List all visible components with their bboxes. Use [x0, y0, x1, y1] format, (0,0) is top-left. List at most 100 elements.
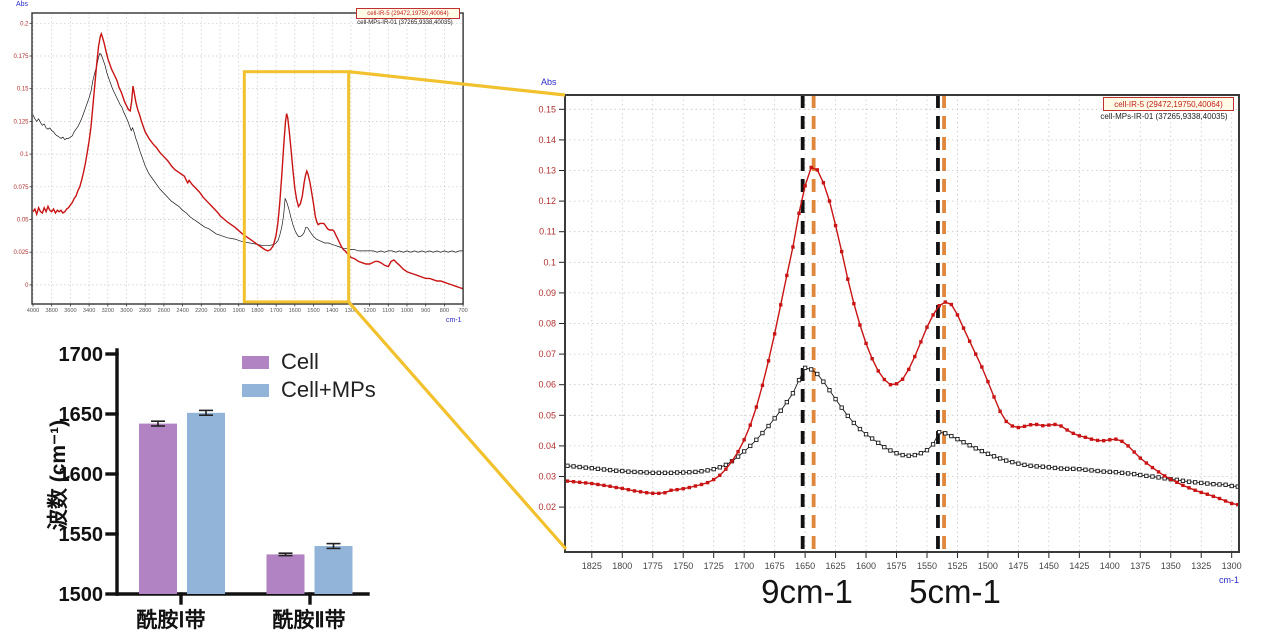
svg-text:0.15: 0.15 — [17, 87, 29, 93]
svg-text:1700: 1700 — [270, 308, 282, 314]
mps-spectrum-curve-full — [32, 52, 464, 253]
svg-text:0.1: 0.1 — [20, 152, 29, 158]
category-label-amide2: 酰胺Ⅱ带 — [272, 609, 346, 632]
svg-text:3600: 3600 — [64, 308, 76, 314]
svg-text:900: 900 — [421, 308, 430, 314]
svg-text:4000: 4000 — [27, 308, 39, 314]
left-legend-cell-entry: cell-IR-5 (29472,19750,40064) — [356, 8, 460, 19]
svg-text:0.11: 0.11 — [539, 227, 556, 237]
svg-text:2000: 2000 — [214, 308, 226, 314]
error-bar — [326, 542, 341, 550]
svg-text:1325: 1325 — [1191, 561, 1211, 571]
svg-text:1650: 1650 — [795, 561, 815, 571]
svg-text:0.14: 0.14 — [538, 135, 556, 145]
zoomed-spectrum-plot: 1825 1800 1775 1750 1725 1700 1675 1650 1625 1600… — [538, 94, 1242, 571]
svg-text:3800: 3800 — [45, 308, 57, 314]
zoom-highlight-box — [242, 70, 351, 304]
right-legend-mps-entry: cell-MPs-IR-01 (37265,9338,40035) — [1100, 112, 1228, 121]
right-legend-cell-entry: cell-IR-5 (29472,19750,40064) — [1103, 97, 1234, 111]
svg-text:1300: 1300 — [1222, 561, 1242, 571]
svg-text:1650: 1650 — [59, 404, 104, 426]
svg-text:0.04: 0.04 — [538, 441, 556, 451]
left-legend-mps-entry: cell-MPs-IR-01 (37265,9338,40035) — [357, 20, 453, 26]
svg-text:0.05: 0.05 — [538, 410, 556, 420]
cell-spectrum-curve-full — [32, 31, 464, 290]
svg-text:1400: 1400 — [326, 308, 338, 314]
svg-text:1700: 1700 — [734, 561, 754, 571]
svg-text:1825: 1825 — [582, 561, 602, 571]
mps-spectrum-curve-zoom — [565, 365, 1240, 489]
svg-text:1300: 1300 — [345, 308, 357, 314]
svg-text:2400: 2400 — [176, 308, 188, 314]
cell-spectrum-curve-zoom — [565, 165, 1240, 507]
svg-text:1775: 1775 — [643, 561, 663, 571]
right-axis-ticks — [559, 108, 1233, 558]
svg-text:1000: 1000 — [401, 308, 413, 314]
svg-text:1550: 1550 — [59, 524, 104, 546]
amide1-shift-annotation: 9cm-1 — [761, 573, 853, 610]
bar-cell-mps-amide2 — [314, 546, 353, 594]
svg-text:0.07: 0.07 — [538, 349, 556, 359]
left-plot-frame — [31, 12, 464, 305]
svg-text:1900: 1900 — [232, 308, 244, 314]
svg-text:800: 800 — [440, 308, 449, 314]
svg-text:3000: 3000 — [120, 308, 132, 314]
right-x-tick-labels: 1825 1800 1775 1750 1725 1700 1675 1650 1625 1600… — [582, 561, 1242, 571]
svg-text:1200: 1200 — [363, 308, 375, 314]
svg-text:0.09: 0.09 — [538, 288, 556, 298]
svg-text:0: 0 — [25, 283, 29, 289]
svg-text:1800: 1800 — [251, 308, 263, 314]
svg-text:0.125: 0.125 — [13, 119, 29, 125]
svg-text:0.13: 0.13 — [538, 166, 556, 176]
legend-swatch-cell-mps — [242, 384, 269, 397]
full-spectrum-plot: 4000 3800 3600 3400 3200 3000 2800 2600 2400 2200… — [13, 12, 468, 314]
svg-text:2800: 2800 — [139, 308, 151, 314]
right-x-unit-label: cm-1 — [1219, 575, 1239, 585]
bar-cell-amide1 — [139, 423, 177, 594]
svg-text:0.05: 0.05 — [17, 218, 29, 224]
bar-chart-y-axis-title: 波数 (cm⁻¹) — [47, 419, 70, 531]
left-x-unit-label: cm-1 — [446, 317, 462, 324]
svg-text:1500: 1500 — [307, 308, 319, 314]
svg-text:2600: 2600 — [158, 308, 170, 314]
amide-bar-chart: 1500 1550 1600 1650 1700 — [59, 344, 370, 606]
left-abs-axis-label: Abs — [16, 1, 29, 8]
svg-text:1750: 1750 — [673, 561, 693, 571]
svg-text:0.025: 0.025 — [13, 250, 29, 256]
right-plot-grid — [565, 95, 1239, 552]
legend-swatch-cell — [242, 356, 269, 369]
svg-text:3200: 3200 — [102, 308, 114, 314]
error-bar — [199, 409, 213, 416]
legend-label-cell: Cell — [281, 349, 319, 374]
svg-text:0.02: 0.02 — [538, 502, 556, 512]
bar-y-tick-labels: 1500 1550 1600 1650 1700 — [59, 344, 104, 606]
svg-text:1500: 1500 — [978, 561, 998, 571]
error-bar — [278, 552, 293, 557]
svg-text:0.12: 0.12 — [538, 196, 556, 206]
svg-text:1550: 1550 — [917, 561, 937, 571]
svg-text:0.175: 0.175 — [13, 54, 29, 60]
bar-cell-mps-amide1 — [187, 412, 225, 594]
svg-text:1525: 1525 — [947, 561, 967, 571]
svg-text:0.03: 0.03 — [538, 472, 556, 482]
svg-text:1425: 1425 — [1069, 561, 1089, 571]
svg-text:0.075: 0.075 — [13, 185, 29, 191]
svg-text:1475: 1475 — [1008, 561, 1028, 571]
svg-text:0.1: 0.1 — [543, 257, 556, 267]
svg-text:1725: 1725 — [704, 561, 724, 571]
svg-text:1675: 1675 — [765, 561, 785, 571]
svg-text:1800: 1800 — [612, 561, 632, 571]
legend-label-cell-mps: Cell+MPs — [281, 377, 376, 402]
svg-text:0.2: 0.2 — [20, 21, 29, 27]
svg-text:0.15: 0.15 — [538, 104, 556, 114]
svg-text:1625: 1625 — [826, 561, 846, 571]
svg-text:1600: 1600 — [856, 561, 876, 571]
svg-text:0.08: 0.08 — [538, 319, 556, 329]
svg-text:1350: 1350 — [1161, 561, 1181, 571]
svg-text:1100: 1100 — [382, 308, 394, 314]
amide2-shift-annotation: 5cm-1 — [909, 573, 1001, 610]
svg-text:1500: 1500 — [59, 584, 104, 606]
svg-text:1700: 1700 — [59, 344, 104, 366]
svg-text:1600: 1600 — [289, 308, 301, 314]
